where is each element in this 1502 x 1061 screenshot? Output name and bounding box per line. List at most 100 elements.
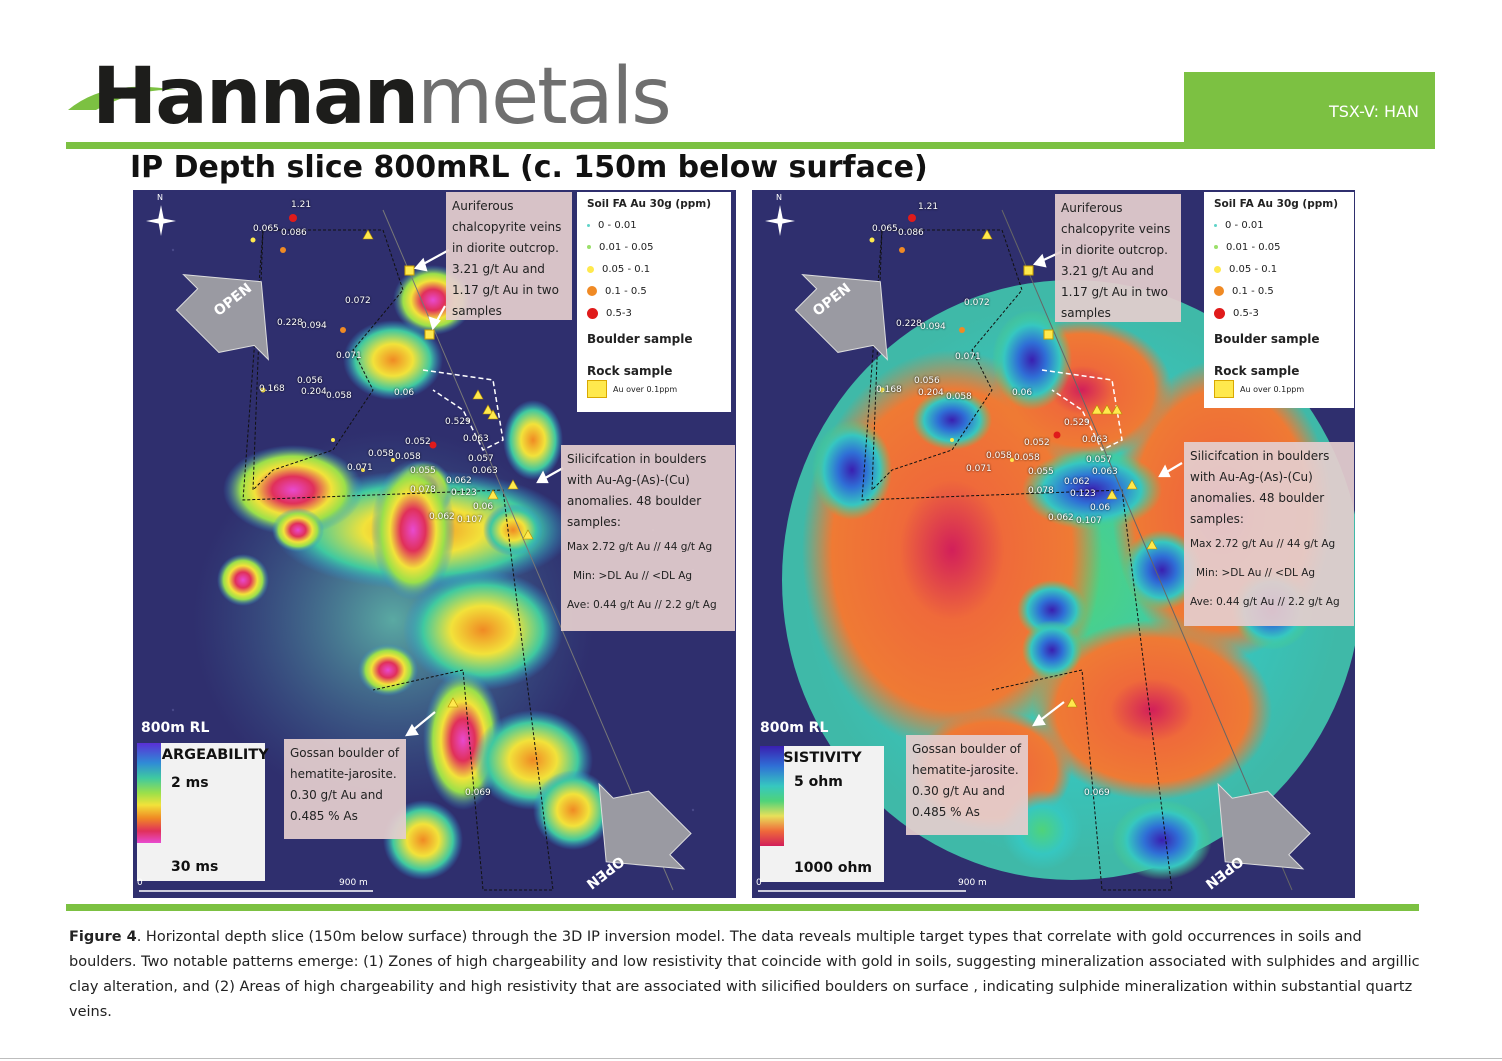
sample-value: 1.21 — [291, 200, 312, 210]
sample-value: 0.065 — [253, 224, 279, 234]
sample-value: 0.055 — [1028, 467, 1054, 477]
claim-boundary — [242, 229, 554, 891]
legend-title: Soil FA Au 30g (ppm) — [1214, 198, 1338, 210]
resistivity-map: OPEN OPEN N — [752, 190, 1355, 898]
chargeability-anomaly — [358, 644, 418, 696]
sample-value: 0.062 — [446, 476, 472, 486]
sample-value: 0.123 — [1070, 489, 1096, 499]
sample-value: 0.078 — [1028, 486, 1054, 496]
sample-value: 0.072 — [964, 298, 990, 308]
sample-value: 0.058 — [368, 449, 394, 459]
gossan-callout: Gossan boulder of hematite-jarosite. 0.30… — [906, 735, 1028, 835]
sample-value: 0.094 — [301, 321, 327, 331]
sample-value: 0.06 — [473, 502, 494, 512]
soil-legend: Soil FA Au 30g (ppm) 0 - 0.01 0.01 - 0.0… — [1204, 192, 1354, 408]
sample-value: 0.071 — [955, 352, 981, 362]
sample-value: 0.058 — [946, 392, 972, 402]
veins-callout: Auriferous chalcopyrite veins in diorite … — [1055, 194, 1181, 322]
fault-line — [1001, 209, 1293, 891]
sample-value: 0.529 — [1064, 418, 1090, 428]
page-title: IP Depth slice 800mRL (c. 150m below sur… — [130, 150, 928, 185]
sample-value: 0.062 — [429, 512, 455, 522]
sample-value: 0.052 — [405, 437, 431, 447]
sample-value: 0.086 — [281, 228, 307, 238]
sample-value: 0.063 — [472, 466, 498, 476]
sample-value: 0.055 — [410, 466, 436, 476]
sample-value: 0.228 — [896, 319, 922, 329]
svg-text:N: N — [157, 193, 163, 202]
legend-dot-icon — [587, 223, 590, 227]
sample-value: 0.063 — [1082, 435, 1108, 445]
sample-value: 0.06 — [1090, 503, 1111, 513]
rock-square-icon — [587, 380, 607, 398]
scale-title: RESISTIVITY — [762, 750, 862, 766]
sample-value: 0.107 — [1076, 516, 1102, 526]
low-resistivity-zone — [1122, 530, 1202, 610]
sample-value: 0.123 — [451, 488, 477, 498]
veins-callout: Auriferous chalcopyrite veins in diorite … — [446, 192, 572, 320]
silicified-zone-outline — [1041, 369, 1123, 452]
footer-rule — [66, 904, 1419, 911]
sample-value: 0.204 — [918, 388, 944, 398]
scale-end: 900 m — [339, 878, 368, 888]
sample-value: 0.072 — [345, 296, 371, 306]
legend-dot-icon — [1214, 307, 1225, 319]
legend-dot-icon — [1214, 286, 1224, 296]
chargeability-anomaly — [503, 400, 563, 480]
chargeability-map: OPEN OPEN N — [133, 190, 736, 898]
claim-boundary — [252, 229, 404, 492]
low-resistivity-zone — [1017, 580, 1087, 640]
sample-value: 0.228 — [277, 318, 303, 328]
soil-samples — [250, 214, 437, 472]
legend-dot-icon — [587, 265, 594, 273]
ticker-symbol: TSX-V: HAN — [1329, 102, 1419, 121]
sample-value: 0.057 — [1086, 455, 1112, 465]
soil-samples — [869, 214, 1061, 462]
sample-value: 0.071 — [966, 464, 992, 474]
sample-value: 0.056 — [297, 376, 323, 386]
low-resistivity-zone — [1022, 450, 1162, 530]
depth-label: 800m RL — [141, 720, 210, 736]
resistivity-colour-scale: RESISTIVITY 5 ohm 1000 ohm — [760, 746, 884, 882]
silicification-callout: Silicifcation in boulders with Au-Ag-(As)… — [561, 445, 735, 631]
sample-value: 0.063 — [463, 434, 489, 444]
sample-value: 0.056 — [914, 376, 940, 386]
sample-value: 0.062 — [1064, 477, 1090, 487]
logo-swoosh-icon — [68, 86, 176, 110]
scale-gradient — [137, 743, 161, 843]
chargeability-anomaly — [403, 570, 563, 690]
sample-value: 0.057 — [468, 454, 494, 464]
boulder-samples — [981, 229, 1158, 708]
north-arrow-icon: N — [146, 193, 176, 236]
legend-title: Soil FA Au 30g (ppm) — [587, 198, 711, 210]
sample-value: 0.06 — [1012, 388, 1033, 398]
silicification-callout: Silicifcation in boulders with Au-Ag-(As)… — [1184, 442, 1354, 626]
sample-value: 0.107 — [457, 515, 483, 525]
sample-value: 0.065 — [872, 224, 898, 234]
legend-dot-icon — [1214, 245, 1218, 249]
legend-rock: Rock sample — [1214, 364, 1300, 378]
scale-start: 0 — [756, 878, 762, 888]
sample-value: 0.06 — [394, 388, 415, 398]
figure-number: Figure 4 — [69, 929, 137, 945]
sample-value: 0.058 — [395, 452, 421, 462]
sample-value: 0.063 — [1092, 467, 1118, 477]
logo-word-hannan: Hannan — [92, 52, 419, 142]
rock-samples — [404, 265, 435, 340]
chargeability-anomaly — [533, 770, 613, 850]
chargeability-anomaly — [223, 445, 363, 535]
sample-value: 0.062 — [1048, 513, 1074, 523]
sample-value: 0.094 — [920, 322, 946, 332]
sample-value: 0.058 — [986, 451, 1012, 461]
sample-value: 0.078 — [410, 485, 436, 495]
header-rule — [66, 142, 1435, 149]
soil-legend: Soil FA Au 30g (ppm) 0 - 0.01 0.01 - 0.0… — [577, 192, 731, 412]
caption-text: . Horizontal depth slice (150m below sur… — [69, 929, 1420, 1020]
chargeability-anomaly — [217, 554, 269, 606]
low-resistivity-zone — [1112, 800, 1212, 880]
sample-value: 0.058 — [1014, 453, 1040, 463]
sample-value: 0.168 — [876, 385, 902, 395]
claim-boundary — [861, 229, 1173, 891]
sample-value: 0.069 — [465, 788, 491, 798]
legend-dot-icon — [587, 245, 591, 249]
